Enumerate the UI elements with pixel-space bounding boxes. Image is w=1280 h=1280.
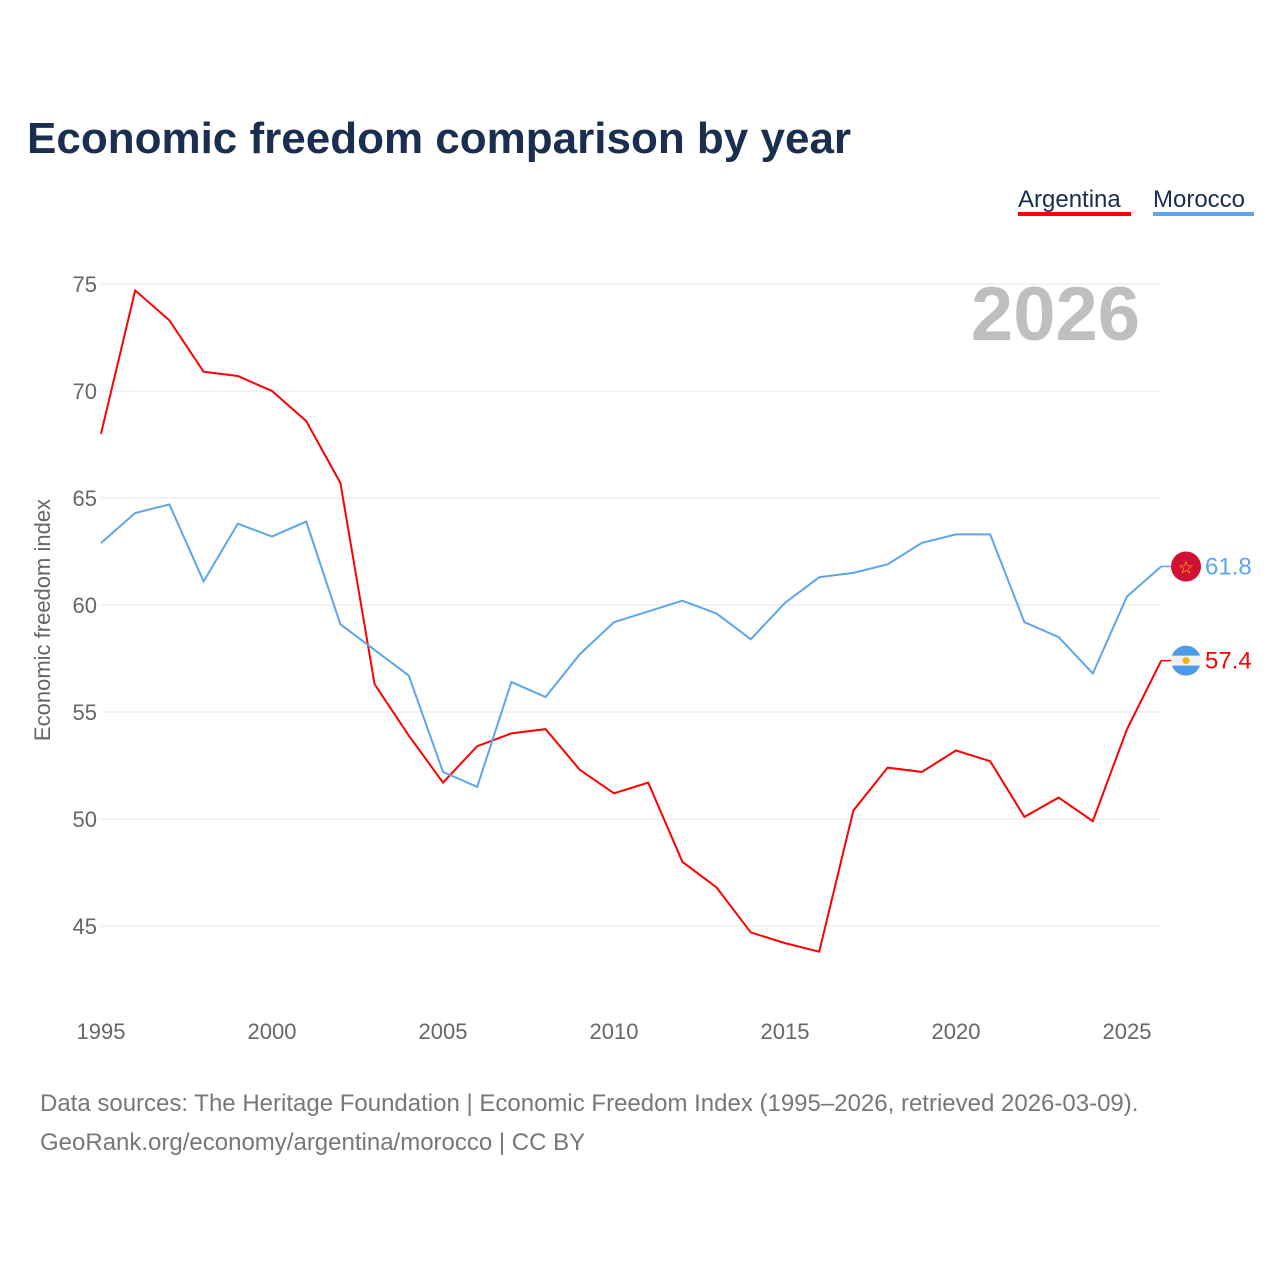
x-tick-label: 2025	[1103, 1019, 1152, 1044]
legend-label: Argentina	[1018, 186, 1121, 213]
svg-text:☆: ☆	[1178, 557, 1194, 577]
x-tick-label: 1995	[77, 1019, 126, 1044]
x-tick-label: 2015	[761, 1019, 810, 1044]
end-value-label: 57.4	[1205, 648, 1252, 675]
y-tick-label: 55	[73, 700, 97, 725]
morocco-flag-icon: ☆	[1171, 551, 1201, 582]
x-tick-label: 2005	[419, 1019, 468, 1044]
series-line-argentina	[100, 288, 1163, 953]
argentina-flag-icon	[1171, 645, 1201, 676]
year-watermark: 2026	[971, 272, 1140, 357]
legend-item-morocco[interactable]: Morocco	[1153, 186, 1254, 216]
legend-swatch	[1018, 212, 1131, 216]
legend-item-argentina[interactable]: Argentina	[1018, 186, 1131, 216]
y-tick-label: 70	[73, 379, 97, 404]
y-tick-label: 60	[73, 593, 97, 618]
y-tick-label: 50	[73, 807, 97, 832]
legend-label: Morocco	[1153, 186, 1245, 213]
series-line-morocco	[100, 503, 1162, 789]
legend-swatch	[1153, 212, 1254, 216]
y-tick-label: 75	[73, 272, 97, 297]
y-axis-label: Economic freedom index	[30, 499, 55, 741]
footer-url: GeoRank.org/economy/argentina/morocco | …	[40, 1129, 585, 1156]
y-tick-label: 45	[73, 914, 97, 939]
legend: Argentina Morocco	[1018, 186, 1254, 216]
y-tick-label: 65	[73, 486, 97, 511]
x-tick-label: 2010	[590, 1019, 639, 1044]
gridlines: 45 50 55 60 65 70 75 1995 2000 2005 2010 2015 2020 20…	[73, 272, 1161, 1044]
chart-title: Economic freedom comparison by year	[27, 114, 851, 163]
footer-sources: Data sources: The Heritage Foundation | …	[40, 1090, 1138, 1117]
end-value-label: 61.8	[1205, 553, 1252, 580]
x-tick-label: 2020	[932, 1019, 981, 1044]
x-tick-label: 2000	[248, 1019, 297, 1044]
